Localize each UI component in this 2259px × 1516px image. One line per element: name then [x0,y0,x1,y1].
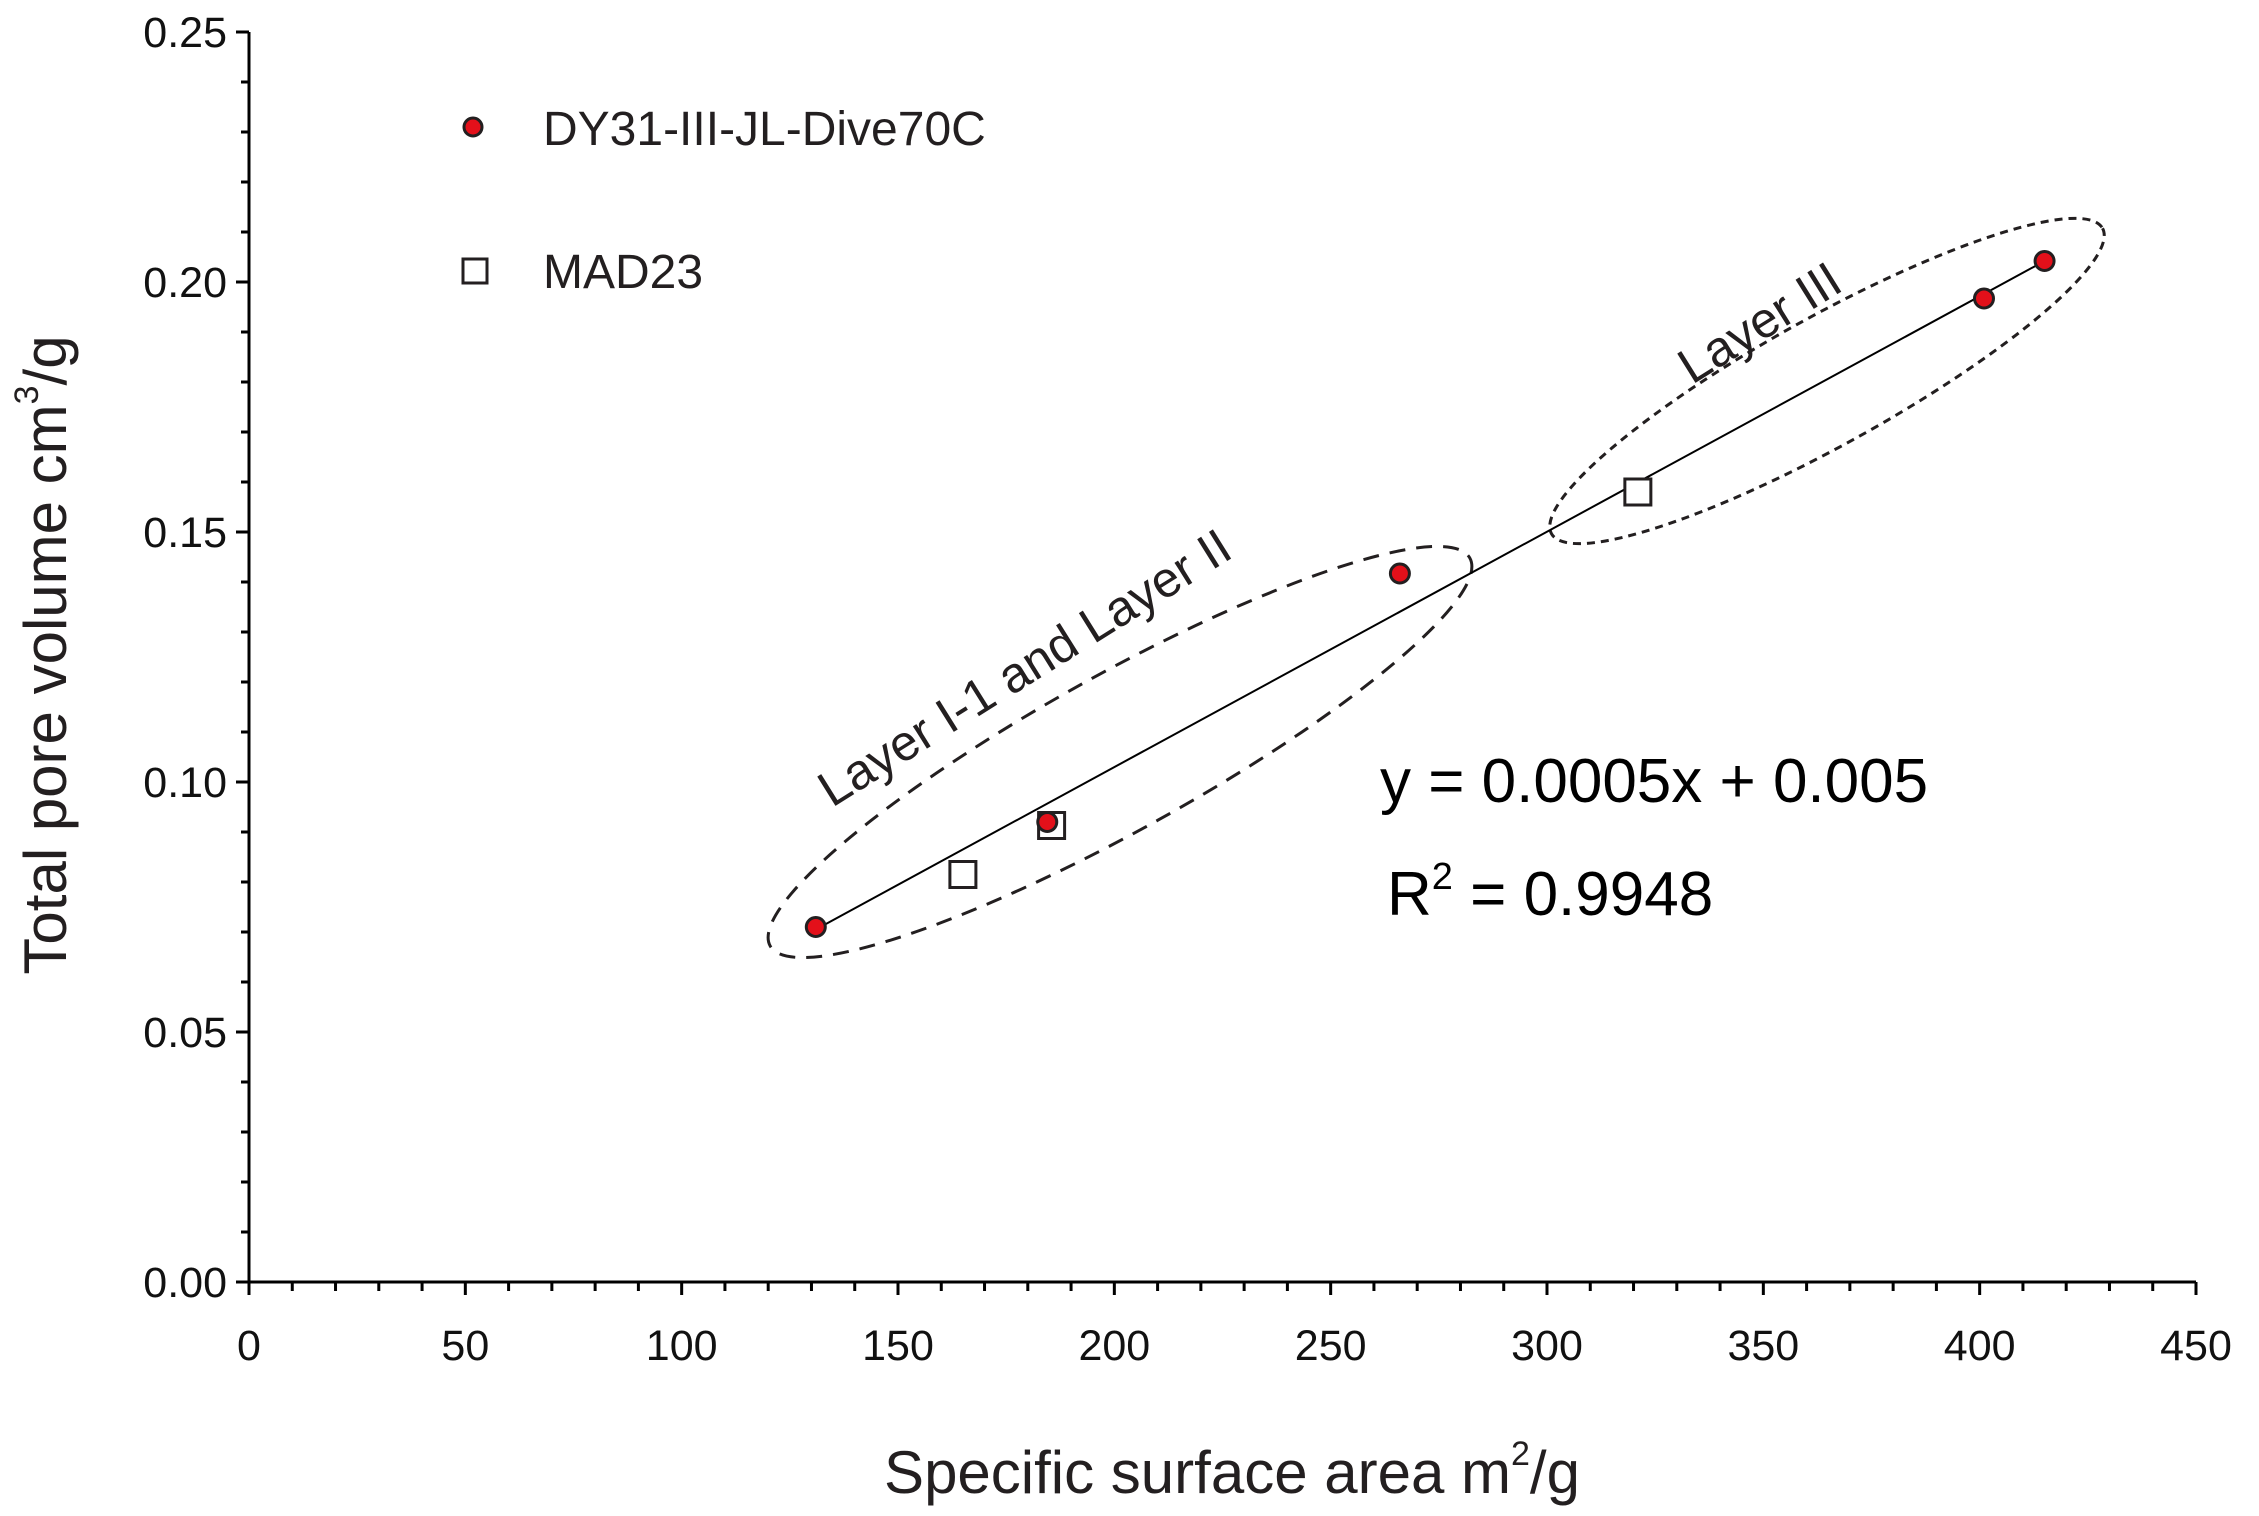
data-point-mad23 [1623,477,1653,507]
y-tick-label: 0.25 [143,9,227,57]
x-tick-label: 450 [2160,1322,2232,1370]
x-tick-label: 400 [1944,1322,2016,1370]
x-tick-label: 200 [1078,1322,1150,1370]
y-title-text: Total pore volume cm [12,404,79,974]
x-axis-title: Specific surface area m2/g [884,1435,1580,1506]
x-tick-label: 50 [441,1322,489,1370]
x-title-sup: 2 [1511,1435,1530,1473]
ellipse-layer-iii [1548,216,2106,546]
data-point-dy31 [2033,250,2056,272]
data-point-dy31 [1388,562,1411,585]
data-point-dy31 [804,916,827,938]
annotation-layer-i1-ii: Layer I-1 and Layer II [808,518,1241,817]
y-tick-label: 0.05 [143,1009,227,1057]
x-tick-label: 100 [646,1322,718,1370]
y-axis-title: Total pore volume cm3/g [8,335,79,974]
y-title-unit: /g [12,335,79,385]
y-title-sup: 3 [8,385,46,404]
data-point-dy31 [1972,287,1995,310]
y-tick-label: 0.10 [143,759,227,807]
r-label: R [1387,860,1432,929]
annotation-layer-iii: Layer III [1668,251,1851,394]
x-tick-label: 150 [862,1322,934,1370]
axes: 0 50 100 150 200 250 300 350 400 450 0.00 0.05 0.10 0… [143,9,2232,1370]
legend-marker-circle [462,116,484,138]
legend-label-mad23: MAD23 [543,246,703,299]
r-squared: R2 = 0.9948 [1387,856,1713,929]
legend-label-dy31: DY31-III-JL-Dive70C [543,103,986,156]
x-title-unit: /g [1530,1439,1580,1506]
data-point-mad23 [948,860,978,889]
ellipse-layer-i1-ii [766,544,1474,960]
fit-equation: y = 0.0005x + 0.005 [1380,747,1928,816]
data-point-dy31 [1036,811,1059,833]
y-tick-label: 0.20 [143,259,227,307]
y-tick-label: 0.00 [143,1259,227,1307]
x-tick-label: 250 [1295,1322,1367,1370]
data-points [804,250,2056,938]
legend-marker-square [461,257,489,285]
x-title-text: Specific surface area m [884,1439,1511,1506]
r-value: = 0.9948 [1453,860,1713,929]
legend: DY31-III-JL-Dive70C MAD23 [461,103,986,299]
x-tick-label: 300 [1511,1322,1583,1370]
r-sup: 2 [1432,856,1453,898]
x-tick-label: 350 [1727,1322,1799,1370]
fit-line [815,260,2046,931]
x-tick-label: 0 [237,1322,261,1370]
y-tick-label: 0.15 [143,509,227,557]
